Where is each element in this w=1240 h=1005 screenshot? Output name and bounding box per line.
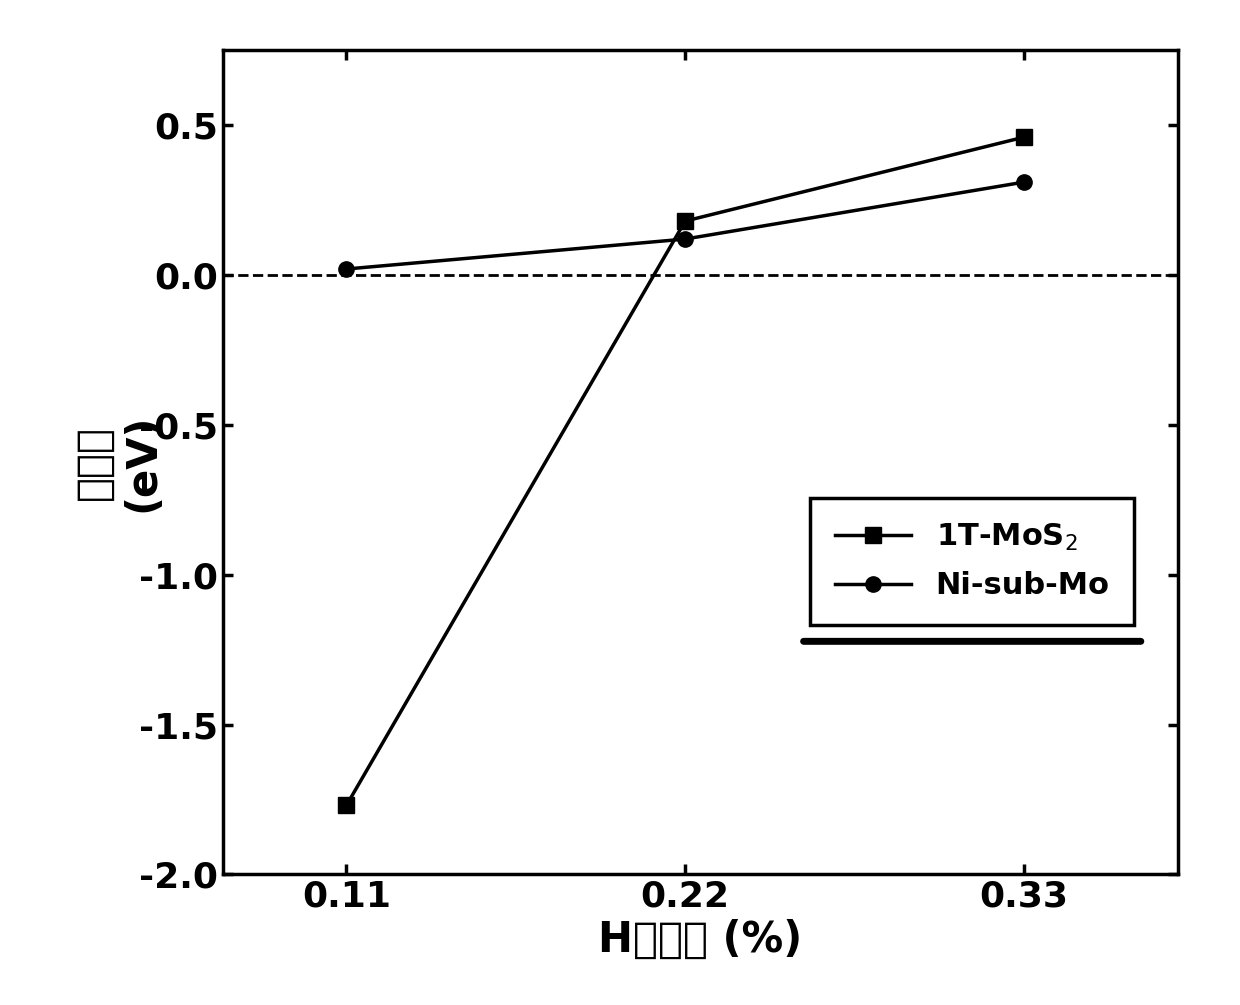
Y-axis label: 自由能
(eV): 自由能 (eV) [73,413,164,512]
X-axis label: H覆盖率 (%): H覆盖率 (%) [599,919,802,961]
Legend: 1T-MoS$_2$, Ni-sub-Mo: 1T-MoS$_2$, Ni-sub-Mo [811,497,1135,625]
